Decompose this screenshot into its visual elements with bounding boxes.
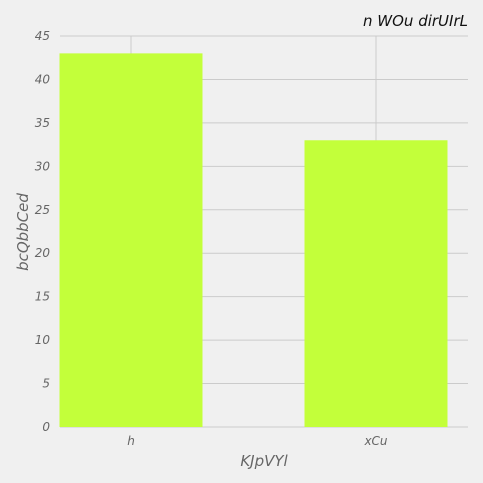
y-axis-label: bcQbbCed: [14, 193, 32, 271]
x-tick-label: h: [127, 434, 135, 448]
y-tick-label: 30: [35, 159, 51, 173]
y-tick-label: 25: [35, 203, 50, 217]
y-tick-label: 20: [35, 246, 51, 260]
x-tick-label: xCu: [363, 434, 387, 448]
y-tick-label: 35: [35, 116, 50, 130]
y-tick-label: 5: [42, 377, 50, 391]
x-axis-label: KJpVYl: [240, 452, 288, 470]
bars-layer: [59, 53, 448, 427]
y-tick-labels: 0 5 10 15 20 25 30 35 40 45: [35, 29, 51, 434]
y-tick-label: 45: [35, 29, 50, 43]
chart-title: n WOu dirUIrL: [363, 12, 468, 30]
y-tick-label: 0: [42, 420, 50, 434]
bar-xCu: [304, 140, 448, 427]
y-tick-label: 40: [35, 72, 51, 86]
y-tick-label: 10: [35, 333, 51, 347]
bar-h: [59, 53, 203, 427]
y-tick-label: 15: [35, 290, 50, 304]
x-tick-labels: h xCu: [127, 434, 388, 448]
